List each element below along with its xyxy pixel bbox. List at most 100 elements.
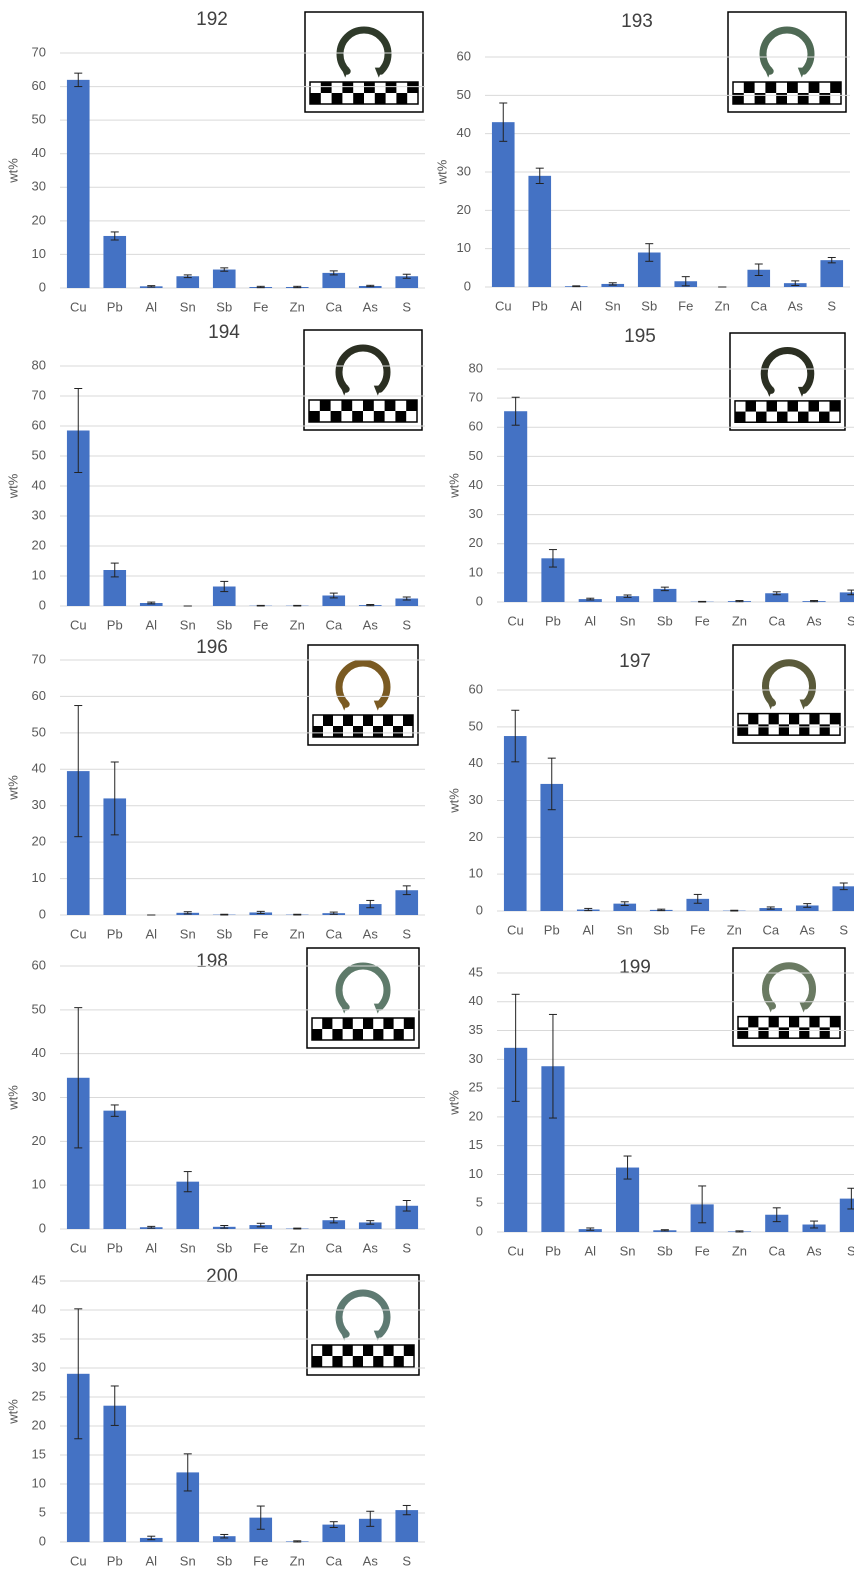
y-tick-label: 30: [469, 792, 483, 807]
x-tick-label: Pb: [107, 926, 123, 941]
y-tick-label: 60: [32, 417, 46, 432]
scale-square: [819, 93, 830, 104]
scale-square: [744, 82, 755, 93]
scale-square: [341, 400, 352, 411]
x-tick-label: Ca: [325, 617, 342, 632]
scale-square: [738, 1027, 748, 1038]
y-tick-label: 10: [469, 564, 483, 579]
scale-square: [756, 412, 767, 423]
error-bar: [730, 910, 738, 911]
y-tick-label: 10: [32, 246, 46, 261]
bar: [840, 1199, 854, 1232]
y-tick-label: 30: [32, 507, 46, 522]
scale-square: [375, 93, 386, 104]
y-tick-label: 20: [469, 535, 483, 550]
specimen-photo: [730, 333, 845, 430]
scale-square: [819, 412, 830, 423]
y-tick-label: 80: [469, 360, 483, 375]
scale-square: [735, 412, 746, 423]
x-tick-label: Fe: [253, 1240, 268, 1255]
y-tick-label: 40: [469, 755, 483, 770]
x-tick-label: Sn: [180, 617, 196, 632]
y-axis-label: wt%: [446, 1090, 461, 1116]
y-tick-label: 25: [469, 1080, 483, 1095]
x-tick-label: As: [363, 1553, 379, 1568]
y-tick-label: 60: [32, 957, 46, 972]
scale-square: [798, 412, 809, 423]
scale-square: [343, 1018, 353, 1029]
x-tick-label: Cu: [507, 613, 524, 628]
y-tick-label: 50: [32, 447, 46, 462]
x-tick-label: Sb: [641, 298, 657, 313]
x-tick-label: Pb: [545, 1243, 561, 1258]
scale-square: [363, 715, 373, 726]
scale-square: [313, 726, 323, 737]
error-bar: [147, 286, 155, 287]
scale-square: [746, 401, 757, 412]
x-tick-label: S: [402, 617, 411, 632]
scale-square: [820, 724, 830, 735]
x-tick-label: S: [402, 1553, 411, 1568]
scale-square: [373, 1029, 383, 1040]
y-tick-label: 40: [32, 477, 46, 492]
scale-square: [373, 726, 383, 737]
scale-square: [333, 726, 343, 737]
chart-title: 199: [619, 957, 651, 978]
y-tick-label: 10: [469, 1166, 483, 1181]
x-tick-label: Zn: [290, 299, 305, 314]
x-tick-label: Sb: [216, 926, 232, 941]
chart-title: 193: [621, 11, 653, 32]
x-tick-label: Sb: [657, 1243, 673, 1258]
x-tick-label: Ca: [325, 1240, 342, 1255]
y-tick-label: 10: [32, 1177, 46, 1192]
y-tick-label: 40: [32, 1301, 46, 1316]
x-tick-label: Ca: [762, 922, 779, 937]
scale-square: [353, 1356, 363, 1367]
y-tick-label: 20: [32, 1133, 46, 1148]
y-tick-label: 30: [32, 797, 46, 812]
y-tick-label: 50: [32, 724, 46, 739]
y-axis-label: wt%: [5, 1085, 20, 1111]
scale-square: [830, 82, 841, 93]
scale-square: [733, 93, 744, 104]
x-tick-label: Fe: [678, 298, 693, 313]
x-tick-label: Ca: [768, 1243, 785, 1258]
chart-title: 195: [624, 326, 656, 347]
x-tick-label: S: [827, 298, 836, 313]
x-tick-label: As: [806, 613, 822, 628]
y-tick-label: 0: [39, 1533, 46, 1548]
error-bar: [572, 286, 580, 287]
bar: [504, 411, 527, 602]
bar: [103, 236, 126, 288]
y-tick-label: 0: [39, 279, 46, 294]
y-tick-label: 50: [32, 112, 46, 127]
specimen-photo: [307, 1275, 419, 1375]
scale-square: [320, 400, 331, 411]
bar: [103, 1406, 126, 1542]
scale-square: [353, 726, 363, 737]
scale-square: [312, 1029, 322, 1040]
y-tick-label: 50: [32, 1001, 46, 1016]
x-tick-label: As: [800, 922, 816, 937]
y-tick-label: 0: [476, 593, 483, 608]
y-tick-label: 20: [32, 537, 46, 552]
error-bar: [293, 914, 301, 915]
scale-square: [765, 82, 776, 93]
x-tick-label: Al: [584, 1243, 596, 1258]
scale-square: [383, 715, 393, 726]
y-tick-label: 60: [32, 78, 46, 93]
y-tick-label: 60: [469, 419, 483, 434]
scale-square: [404, 1345, 414, 1356]
scale-square: [364, 82, 375, 93]
y-tick-label: 40: [32, 145, 46, 160]
x-tick-label: Sb: [216, 617, 232, 632]
x-tick-label: S: [402, 926, 411, 941]
error-bar: [293, 1228, 301, 1229]
y-tick-label: 80: [32, 357, 46, 372]
x-tick-label: As: [363, 617, 379, 632]
y-tick-label: 10: [32, 870, 46, 885]
x-tick-label: Sn: [180, 926, 196, 941]
scale-square: [809, 401, 820, 412]
scale-square: [393, 726, 403, 737]
y-tick-label: 15: [469, 1137, 483, 1152]
